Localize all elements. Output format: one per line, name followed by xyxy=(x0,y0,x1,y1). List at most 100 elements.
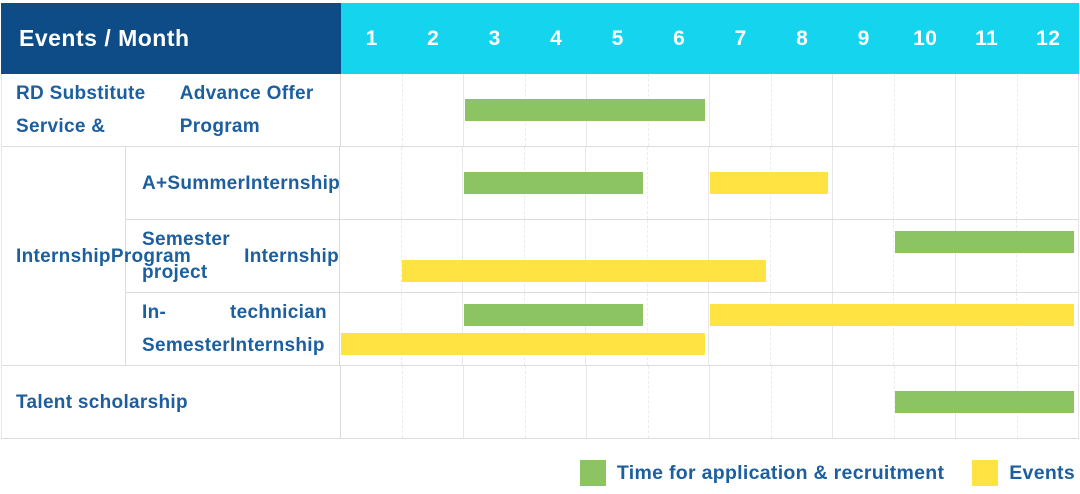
month-header-cell: 12 xyxy=(1036,26,1061,50)
row-chart-area xyxy=(340,220,1078,292)
month-grid xyxy=(341,74,1078,146)
month-grid-cell xyxy=(340,220,402,292)
month-grid-cell xyxy=(403,74,464,146)
table-header-row: Events / Month 1 2 3 4 5 6 7 8 9 10 11 12 xyxy=(1,3,1079,74)
month-header-cell: 4 xyxy=(550,26,563,50)
month-grid-cell xyxy=(833,366,895,438)
gantt-table: Events / Month 1 2 3 4 5 6 7 8 9 10 11 12 RD Substi… xyxy=(1,3,1079,439)
legend: Time for application & recruitment Events xyxy=(552,459,1075,487)
gantt-bar-application xyxy=(894,391,1074,413)
month-grid-cell xyxy=(586,293,648,365)
legend-label-events: Events xyxy=(1009,461,1075,484)
month-grid-cell xyxy=(463,293,525,365)
sub-row-label: A+Summer Internship xyxy=(126,147,340,219)
corner-header-cell: Events / Month xyxy=(1,3,341,74)
month-grid-cell xyxy=(772,74,833,146)
month-grid-cell xyxy=(648,147,710,219)
month-grid-cell xyxy=(1017,147,1078,219)
month-grid-cell xyxy=(526,366,587,438)
month-grid xyxy=(340,147,1078,219)
sub-row-label: Semester project Internship xyxy=(126,220,340,292)
sub-row-label: In-Semester technician Internship xyxy=(126,293,340,365)
month-grid-cell xyxy=(402,293,464,365)
row-chart-area xyxy=(341,74,1078,146)
legend-item-events: Events xyxy=(972,460,1075,486)
month-header-cell: 5 xyxy=(611,26,624,50)
table-body: RD Substitute Service & Advance Offer Pro… xyxy=(1,74,1079,439)
month-grid-cell xyxy=(833,220,895,292)
month-grid-cell xyxy=(463,220,525,292)
table-row: Semester project Internship xyxy=(126,220,1078,293)
month-grid-cell xyxy=(464,366,526,438)
month-grid-cell xyxy=(710,366,772,438)
month-grid-cell xyxy=(649,366,710,438)
month-grid-cell xyxy=(587,366,649,438)
month-grid-cell xyxy=(1018,74,1079,146)
table-row: RD Substitute Service & Advance Offer Pro… xyxy=(2,74,1078,147)
month-grid-cell xyxy=(341,74,403,146)
month-grid-cell xyxy=(586,220,648,292)
row-chart-area xyxy=(340,293,1078,365)
month-header-row: 1 2 3 4 5 6 7 8 9 10 11 12 xyxy=(341,3,1079,74)
row-label: Talent scholarship xyxy=(2,366,341,438)
month-grid-cell xyxy=(525,220,587,292)
month-grid xyxy=(340,220,1078,292)
month-grid-cell xyxy=(340,147,402,219)
gantt-bar-events xyxy=(710,304,1074,326)
table-row: A+Summer Internship xyxy=(126,147,1078,220)
month-grid-cell xyxy=(771,220,833,292)
gantt-bar-events xyxy=(341,333,705,355)
legend-swatch-application xyxy=(579,460,606,486)
month-grid-cell xyxy=(648,220,710,292)
month-grid-cell xyxy=(402,220,464,292)
month-grid-cell xyxy=(956,74,1018,146)
month-grid-cell xyxy=(402,147,464,219)
month-grid-cell xyxy=(710,74,772,146)
month-grid-cell xyxy=(772,366,833,438)
month-grid-cell xyxy=(586,147,648,219)
month-header-cell: 6 xyxy=(673,26,686,50)
gantt-bar-application xyxy=(463,304,644,326)
month-header-cell: 3 xyxy=(488,26,501,50)
month-grid-cell xyxy=(649,74,710,146)
month-grid-cell xyxy=(894,147,956,219)
month-header-cell: 11 xyxy=(975,26,999,50)
month-grid-cell xyxy=(833,293,895,365)
month-grid-cell xyxy=(895,74,956,146)
legend-label-application: Time for application & recruitment xyxy=(616,461,945,484)
month-header-cell: 9 xyxy=(857,26,870,50)
month-grid-cell xyxy=(956,293,1018,365)
row-label: RD Substitute Service & Advance Offer Pro… xyxy=(2,74,341,146)
gantt-bar-events xyxy=(710,172,828,194)
month-grid-cell xyxy=(894,293,956,365)
gantt-bar-application xyxy=(894,231,1074,253)
month-grid-cell xyxy=(833,74,895,146)
month-header-cell: 2 xyxy=(427,26,440,50)
group-row-block: Internship Program A+Summer Internship Semes… xyxy=(2,147,1078,366)
month-header-cell: 7 xyxy=(734,26,747,50)
row-chart-area xyxy=(340,147,1078,219)
legend-swatch-events xyxy=(972,460,999,486)
month-grid-cell xyxy=(341,366,403,438)
gantt-bar-events xyxy=(402,260,767,282)
month-grid-cell xyxy=(709,293,772,365)
gantt-bar-application xyxy=(464,99,706,121)
corner-header-label: Events / Month xyxy=(19,25,190,51)
month-header-cell: 1 xyxy=(365,26,378,50)
month-grid-cell xyxy=(709,220,772,292)
month-grid-cell xyxy=(956,220,1018,292)
gantt-bar-application xyxy=(463,172,644,194)
legend-item-application: Time for application & recruitment xyxy=(579,460,945,486)
month-grid-cell xyxy=(956,147,1018,219)
table-row: Talent scholarship xyxy=(2,366,1078,439)
month-header-cell: 8 xyxy=(796,26,809,50)
month-grid-cell xyxy=(525,293,587,365)
table-row: In-Semester technician Internship xyxy=(126,293,1078,365)
month-grid-cell xyxy=(648,293,710,365)
row-chart-area xyxy=(341,366,1078,438)
group-label: Internship Program xyxy=(2,147,191,365)
month-grid-cell xyxy=(771,147,833,219)
month-grid-cell xyxy=(833,147,895,219)
month-grid xyxy=(340,293,1078,365)
